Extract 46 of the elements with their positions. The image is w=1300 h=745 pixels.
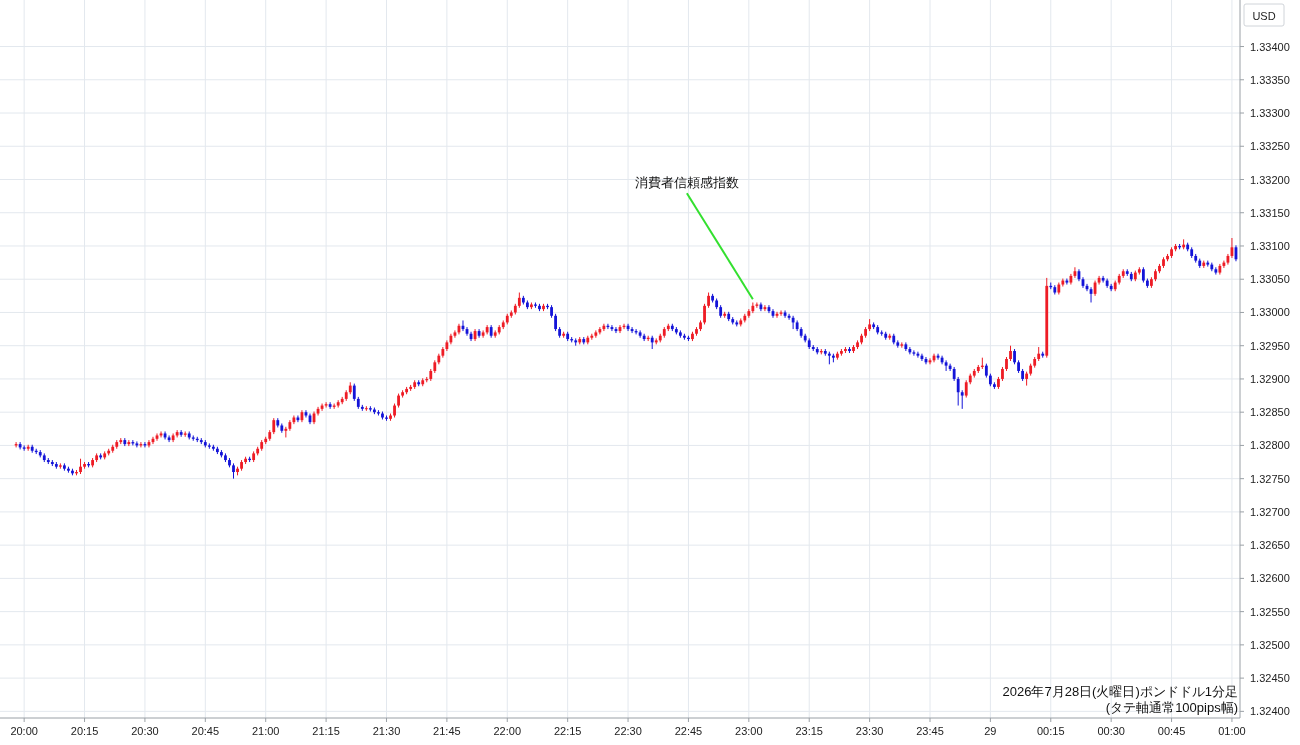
x-tick-label: 21:15 [312, 725, 340, 737]
annotation: 消費者信頼感指数 [634, 175, 739, 191]
y-tick-label: 1.33200 [1250, 173, 1290, 186]
y-tick-label: 1.32450 [1250, 672, 1290, 685]
y-tick-label: 1.33000 [1250, 306, 1290, 319]
y-tick-label: 1.32500 [1250, 638, 1290, 651]
x-tick-label: 00:15 [1037, 725, 1065, 737]
x-tick-label: 21:45 [433, 725, 461, 737]
y-tick-label: 1.32400 [1250, 705, 1290, 718]
y-tick-label: 1.33350 [1250, 73, 1290, 86]
x-tick-label: 23:30 [855, 725, 884, 737]
y-tick-label: 1.33250 [1250, 140, 1290, 153]
y-tick-label: 1.33300 [1250, 107, 1290, 120]
x-tick-label: 01:00 [1218, 725, 1246, 737]
x-tick-label: 23:00 [735, 725, 763, 737]
y-axis-title: USD [1252, 10, 1276, 22]
x-tick-label: 22:00 [493, 725, 522, 737]
y-tick-label: 1.33050 [1250, 273, 1290, 286]
y-tick-label: 1.33100 [1250, 239, 1290, 252]
x-tick-label: 20:45 [191, 725, 220, 737]
x-tick-label: 22:30 [614, 725, 642, 737]
y-tick-label: 1.32900 [1250, 372, 1290, 385]
x-tick-label: 21:30 [372, 725, 401, 737]
x-tick-label: 22:45 [674, 725, 703, 737]
y-tick-label: 1.32550 [1250, 605, 1290, 618]
y-tick-label: 1.32950 [1250, 339, 1290, 352]
y-tick-label: 1.33150 [1250, 206, 1290, 219]
annotation: (タテ軸通常100pips幅) [1105, 700, 1238, 715]
x-tick-label: 29 [984, 725, 997, 737]
x-tick-label: 20:00 [10, 725, 38, 737]
x-tick-label: 23:45 [916, 725, 944, 737]
y-tick-label: 1.32850 [1250, 406, 1290, 419]
y-tick-label: 1.33400 [1250, 40, 1290, 53]
x-tick-label: 00:45 [1157, 725, 1186, 737]
x-tick-label: 20:15 [70, 725, 99, 737]
y-tick-label: 1.32700 [1250, 505, 1290, 518]
y-tick-label: 1.32600 [1250, 572, 1290, 585]
annotation: 2026年7月28日(火曜日)ポンドドル1分足 [1002, 684, 1238, 699]
y-tick-label: 1.32750 [1250, 472, 1290, 485]
y-tick-label: 1.32650 [1250, 539, 1290, 552]
x-tick-label: 23:15 [795, 725, 823, 737]
x-tick-label: 20:30 [131, 725, 159, 737]
y-tick-label: 1.32800 [1250, 439, 1290, 452]
x-tick-label: 22:15 [553, 725, 582, 737]
x-tick-label: 00:30 [1097, 725, 1125, 737]
x-tick-label: 21:00 [251, 725, 280, 737]
